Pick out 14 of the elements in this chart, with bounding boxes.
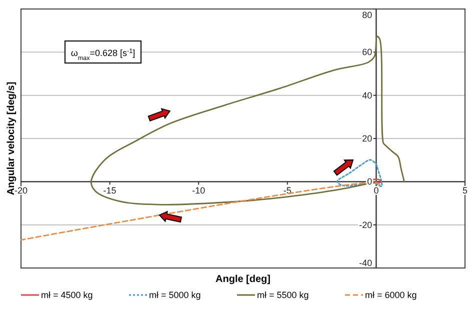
legend-label: mł = 5000 kg bbox=[149, 290, 201, 300]
y-tick-label: 60 bbox=[362, 47, 372, 58]
legend-label: mł = 6000 kg bbox=[365, 290, 417, 300]
legend-label: mł = 5500 kg bbox=[257, 290, 309, 300]
y-tick-label: 20 bbox=[362, 134, 372, 144]
x-tick-label: -10 bbox=[192, 186, 206, 196]
annotation: ω$_{max}$=0.628 [s$^{-1}$] bbox=[70, 48, 136, 62]
y-tick-label: 80 bbox=[362, 10, 372, 20]
y-tick-label: 40 bbox=[362, 90, 372, 100]
x-tick-label: -15 bbox=[103, 186, 116, 196]
x-axis-title: Angle [deg] bbox=[216, 274, 270, 285]
y-tick-label: -20 bbox=[359, 220, 372, 230]
legend-label: mł = 4500 kg bbox=[41, 290, 93, 300]
y-tick-label: -40 bbox=[359, 258, 372, 268]
